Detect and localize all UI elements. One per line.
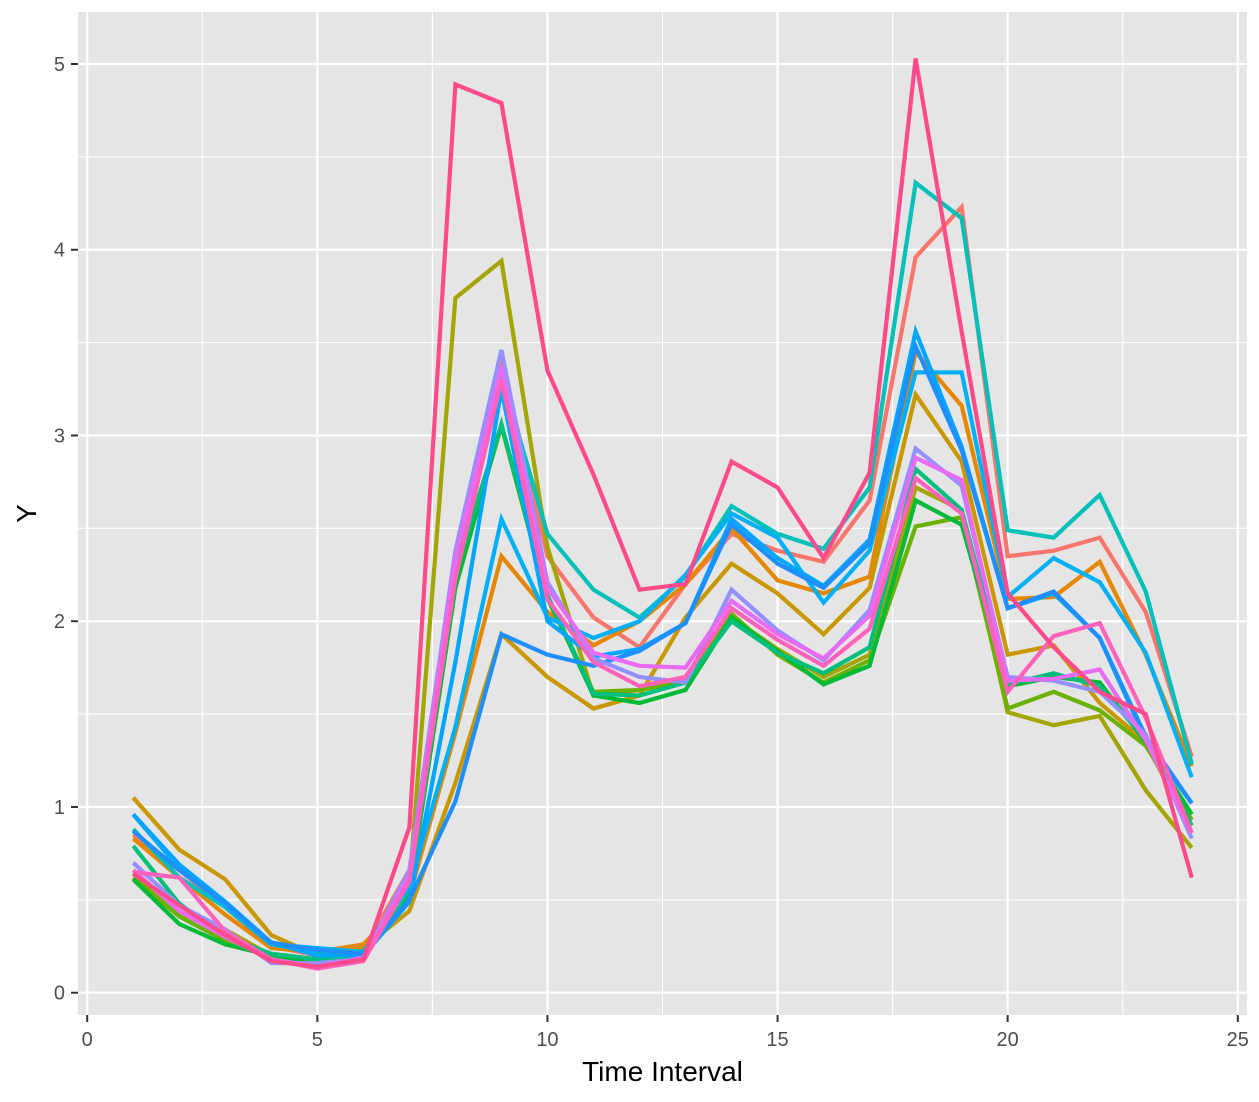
x-tick-label: 20	[997, 1029, 1019, 1051]
x-tick-label: 15	[766, 1029, 788, 1051]
y-tick-label: 2	[54, 611, 65, 633]
y-tick-label: 3	[54, 425, 65, 447]
axis-ticks	[71, 63, 1239, 1022]
y-axis-title: Y	[11, 504, 42, 523]
y-tick-label: 4	[54, 240, 65, 262]
y-tick-label: 5	[54, 54, 65, 76]
major-gridlines	[78, 12, 1247, 1015]
y-tick-label: 0	[54, 983, 65, 1005]
x-tick-label: 0	[82, 1029, 93, 1051]
x-tick-label: 25	[1227, 1029, 1249, 1051]
axis-labels: 0 5 10 15 20 25 0 1 2 3 4 5	[54, 54, 1249, 1051]
series-line-15	[132, 58, 1194, 969]
series-layer	[131, 58, 1194, 971]
x-tick-label: 5	[312, 1029, 323, 1051]
x-tick-label: 10	[536, 1029, 558, 1051]
x-axis-title: Time Interval	[582, 1056, 743, 1087]
y-tick-label: 1	[54, 797, 65, 819]
minor-gridlines	[78, 12, 1247, 1015]
